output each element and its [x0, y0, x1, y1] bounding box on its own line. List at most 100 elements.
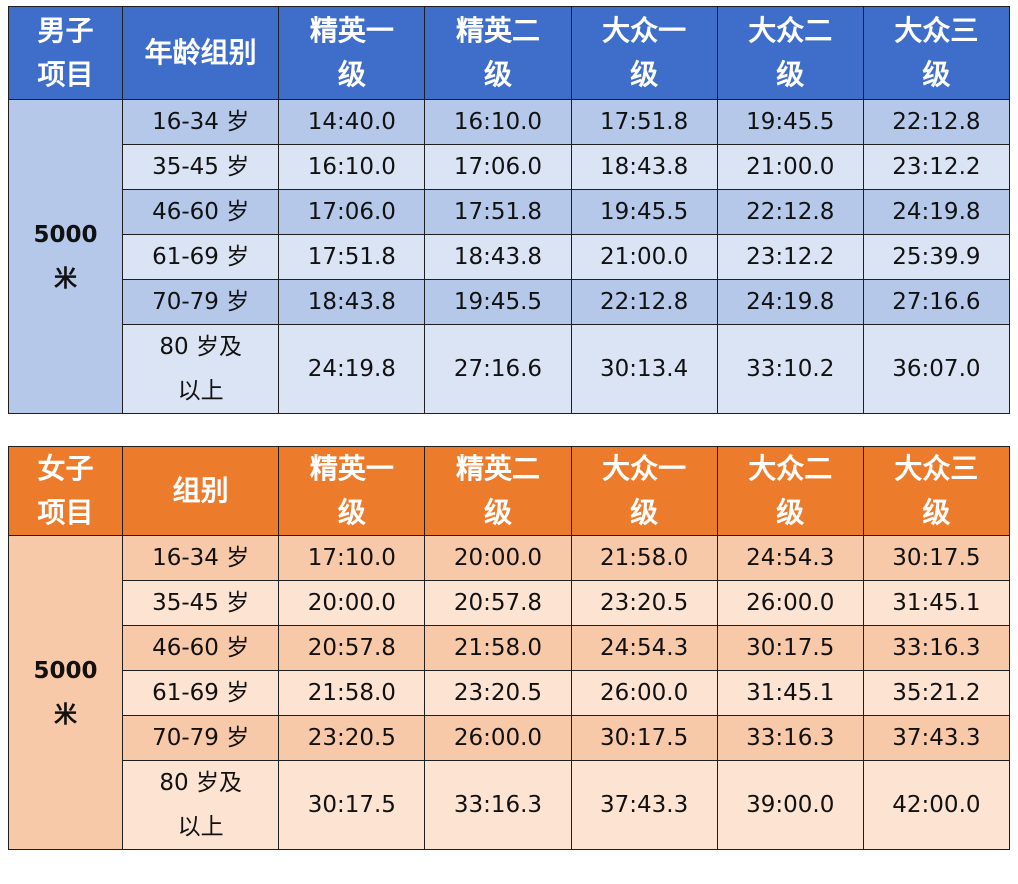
time-cell: 23:20.5 — [570, 580, 718, 626]
level-label: 大众一 级 — [602, 14, 687, 91]
table-row: 35-45 岁 16:10.0 17:06.0 18:43.8 21:00.0 23:12… — [9, 144, 1011, 190]
age-group-cell: 16-34 岁 — [122, 535, 280, 581]
time-cell: 26:00.0 — [570, 670, 718, 716]
time-cell: 22:12.8 — [716, 189, 864, 235]
time-cell: 23:20.5 — [278, 715, 426, 761]
table-row: 70-79 岁 23:20.5 26:00.0 30:17.5 33:16.3 37:43… — [9, 715, 1011, 761]
men-level-header: 大众二 级 — [716, 6, 864, 100]
time-cell: 26:00.0 — [716, 580, 864, 626]
age-group-label: 80 岁及 以上 — [159, 770, 242, 840]
time-cell: 23:12.2 — [716, 234, 864, 280]
women-rows: 5000 米 16-34 岁 17:10.0 20:00.0 21:58.0 24:54.… — [7, 535, 1011, 850]
women-project-label: 女子 项目 — [37, 452, 94, 529]
age-group-label: 46-60 岁 — [152, 199, 250, 225]
time-cell: 27:16.6 — [424, 324, 572, 414]
table-row: 80 岁及 以上 24:19.8 27:16.6 30:13.4 33:10.2 36:0… — [9, 324, 1011, 414]
time-cell: 20:00.0 — [424, 535, 572, 581]
table-row: 35-45 岁 20:00.0 20:57.8 23:20.5 26:00.0 31:45… — [9, 580, 1011, 626]
time-cell: 20:00.0 — [278, 580, 426, 626]
level-label: 大众二 级 — [748, 452, 833, 529]
level-label: 精英一 级 — [309, 14, 394, 91]
time-cell: 24:19.8 — [278, 324, 426, 414]
time-cell: 16:10.0 — [278, 144, 426, 190]
age-group-cell: 46-60 岁 — [122, 189, 280, 235]
table-row: 46-60 岁 17:06.0 17:51.8 19:45.5 22:12.8 24:19… — [9, 189, 1011, 235]
level-label: 精英一 级 — [309, 452, 394, 529]
time-cell: 31:45.1 — [862, 580, 1011, 626]
event-label: 5000 米 — [33, 657, 98, 728]
men-rows: 5000 米 16-34 岁 14:40.0 16:10.0 17:51.8 19:45.… — [7, 99, 1011, 414]
time-cell: 20:57.8 — [424, 580, 572, 626]
age-group-label: 70-79 岁 — [152, 289, 250, 315]
time-cell: 18:43.8 — [570, 144, 718, 190]
time-cell: 33:16.3 — [862, 625, 1011, 671]
level-label: 大众二 级 — [748, 14, 833, 91]
time-cell: 39:00.0 — [716, 760, 864, 850]
women-level-header: 大众二 级 — [716, 446, 864, 536]
age-group-cell: 61-69 岁 — [122, 670, 280, 716]
time-cell: 23:20.5 — [424, 670, 572, 716]
age-group-label: 61-69 岁 — [152, 244, 250, 270]
age-group-label: 35-45 岁 — [152, 590, 250, 616]
age-group-cell: 61-69 岁 — [122, 234, 280, 280]
time-cell: 17:51.8 — [424, 189, 572, 235]
table-row: 61-69 岁 21:58.0 23:20.5 26:00.0 31:45.1 35:21… — [9, 670, 1011, 716]
time-cell: 17:10.0 — [278, 535, 426, 581]
table-row: 46-60 岁 20:57.8 21:58.0 24:54.3 30:17.5 33:16… — [9, 625, 1011, 671]
men-group-label: 年龄组别 — [144, 36, 257, 69]
men-standards-table: 男子 项目 年龄组别 精英一 级 精英二 级 大众一 级 大众二 级 大众三 级… — [7, 6, 1011, 414]
time-cell: 30:17.5 — [862, 535, 1011, 581]
age-group-cell: 70-79 岁 — [122, 279, 280, 325]
time-cell: 19:45.5 — [716, 99, 864, 145]
time-cell: 21:58.0 — [424, 625, 572, 671]
men-group-header: 年龄组别 — [122, 6, 280, 100]
age-group-label: 80 岁及 以上 — [159, 334, 242, 404]
age-group-label: 35-45 岁 — [152, 154, 250, 180]
women-group-label: 组别 — [172, 474, 229, 507]
men-project-label: 男子 项目 — [37, 14, 94, 91]
age-group-label: 70-79 岁 — [152, 725, 250, 751]
women-level-header: 大众一 级 — [570, 446, 718, 536]
table-row: 5000 米 16-34 岁 14:40.0 16:10.0 17:51.8 19:45.… — [7, 99, 1011, 414]
women-level-header: 精英二 级 — [424, 446, 572, 536]
age-group-cell: 16-34 岁 — [122, 99, 280, 145]
age-group-cell: 35-45 岁 — [122, 144, 280, 190]
time-cell: 25:39.9 — [862, 234, 1011, 280]
time-cell: 22:12.8 — [570, 279, 718, 325]
time-cell: 22:12.8 — [862, 99, 1011, 145]
time-cell: 24:54.3 — [570, 625, 718, 671]
time-cell: 30:17.5 — [570, 715, 718, 761]
time-cell: 35:21.2 — [862, 670, 1011, 716]
time-cell: 37:43.3 — [570, 760, 718, 850]
time-cell: 36:07.0 — [862, 324, 1011, 414]
time-cell: 33:16.3 — [716, 715, 864, 761]
level-label: 大众一 级 — [602, 452, 687, 529]
table-row: 70-79 岁 18:43.8 19:45.5 22:12.8 24:19.8 27:16… — [9, 279, 1011, 325]
men-level-header: 精英二 级 — [424, 6, 572, 100]
time-cell: 33:10.2 — [716, 324, 864, 414]
event-cell: 5000 米 — [7, 535, 124, 850]
women-group-header: 组别 — [122, 446, 280, 536]
women-header-row: 女子 项目 组别 精英一 级 精英二 级 大众一 级 大众二 级 大众三 级 — [7, 446, 1011, 536]
time-cell: 17:51.8 — [570, 99, 718, 145]
time-cell: 30:17.5 — [278, 760, 426, 850]
level-label: 精英二 级 — [455, 14, 540, 91]
time-cell: 30:13.4 — [570, 324, 718, 414]
age-group-label: 46-60 岁 — [152, 635, 250, 661]
time-cell: 17:06.0 — [278, 189, 426, 235]
time-cell: 27:16.6 — [862, 279, 1011, 325]
time-cell: 30:17.5 — [716, 625, 864, 671]
time-cell: 19:45.5 — [570, 189, 718, 235]
time-cell: 21:00.0 — [716, 144, 864, 190]
time-cell: 18:43.8 — [424, 234, 572, 280]
time-cell: 26:00.0 — [424, 715, 572, 761]
time-cell: 16:10.0 — [424, 99, 572, 145]
time-cell: 23:12.2 — [862, 144, 1011, 190]
time-cell: 42:00.0 — [862, 760, 1011, 850]
men-level-header: 大众三 级 — [862, 6, 1011, 100]
age-group-cell: 70-79 岁 — [122, 715, 280, 761]
table-row: 5000 米 16-34 岁 17:10.0 20:00.0 21:58.0 24:54.… — [7, 535, 1011, 850]
time-cell: 18:43.8 — [278, 279, 426, 325]
time-cell: 14:40.0 — [278, 99, 426, 145]
age-group-label: 16-34 岁 — [152, 109, 250, 135]
